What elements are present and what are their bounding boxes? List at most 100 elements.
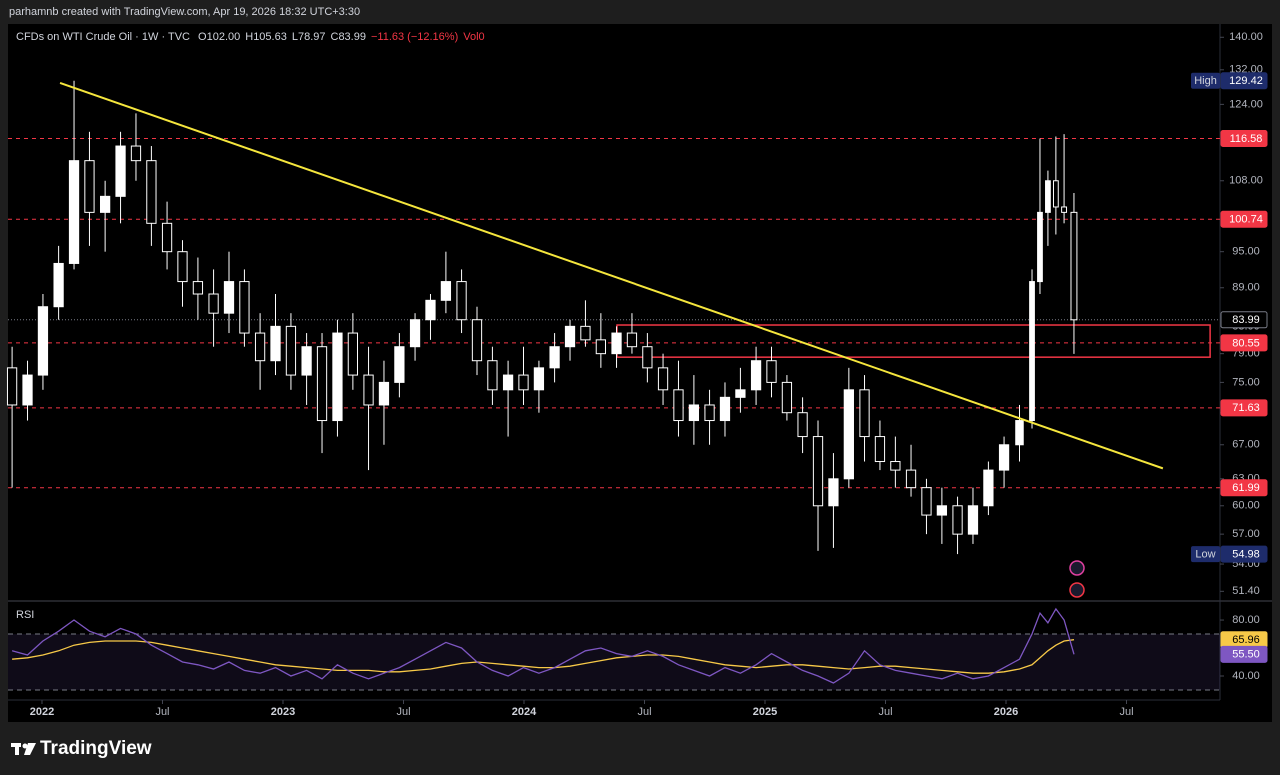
candle-body [921, 487, 932, 516]
candle-body [952, 505, 963, 535]
candle-body [657, 367, 669, 391]
level-label-box [1220, 479, 1268, 497]
candle-body [1029, 281, 1035, 422]
level-label: 116.58 [1230, 133, 1263, 145]
x-tick-label: 2024 [512, 706, 537, 718]
candle-body [998, 444, 1010, 471]
candle-body [688, 404, 700, 422]
candle-body [84, 160, 95, 213]
x-tick-label: Jul [1119, 706, 1133, 718]
legend-value: H105.63 [245, 31, 287, 43]
candle-body [1015, 420, 1024, 446]
candle-body [626, 332, 638, 348]
high-mark-tag: High [1194, 75, 1217, 87]
footer-logo [11, 743, 36, 755]
candles [6, 80, 1078, 555]
candle-body [564, 325, 576, 348]
high-mark-value: 129.42 [1229, 75, 1263, 87]
event-icon [1069, 560, 1085, 576]
x-tick-label: 2023 [271, 706, 295, 718]
symbol-title: CFDs on WTI Crude Oil · 1W · TVC [16, 31, 190, 43]
y-tick-label: 95.00 [1232, 246, 1260, 258]
candle-body [270, 325, 281, 362]
level-label: 71.63 [1232, 402, 1260, 414]
symbol-legend: CFDs on WTI Crude Oil · 1W · TVC O102.00… [16, 31, 490, 43]
candle-body [642, 346, 653, 369]
candle-body [905, 469, 917, 489]
candle-body [440, 281, 452, 301]
candle-body [130, 145, 142, 162]
rsi-band [8, 634, 1220, 691]
last-price-label-box [1220, 311, 1268, 329]
candle-body [37, 306, 49, 376]
candle-body [843, 389, 854, 480]
candle-body [611, 332, 622, 355]
x-tick-label: Jul [396, 706, 410, 718]
legend-value: C83.99 [330, 31, 366, 43]
y-tick-label: 51.40 [1232, 585, 1260, 597]
candle-body [177, 251, 188, 283]
chart-background [8, 24, 1272, 722]
rsi-ma-label: 65.96 [1232, 634, 1260, 646]
footer-brand: TradingView [40, 738, 152, 759]
level-label: 61.99 [1232, 482, 1260, 494]
candle-body [316, 346, 328, 422]
candle-body [719, 396, 731, 422]
candle-body [332, 332, 343, 422]
candle-body [983, 469, 994, 507]
y-tick-label: 140.00 [1229, 31, 1263, 43]
candle-body [533, 367, 545, 391]
candle-body [890, 461, 901, 471]
candle-body [812, 436, 824, 507]
candle-body [301, 346, 312, 376]
candle-body [22, 374, 33, 406]
high-mark-value-box [1220, 72, 1268, 90]
logo-part [22, 743, 28, 749]
y-tick-label: 67.00 [1232, 439, 1260, 451]
legend-value: L78.97 [291, 31, 326, 43]
level-label: 100.74 [1229, 214, 1263, 226]
y-tick-label: 60.00 [1232, 500, 1260, 512]
candle-body [518, 374, 529, 391]
legend-value: Vol0 [463, 31, 485, 43]
legend-value: O102.00 [198, 31, 241, 43]
candle-body [456, 281, 467, 321]
candle-body [6, 367, 18, 406]
candle-body [53, 262, 64, 308]
x-tick-label: 2025 [753, 706, 777, 718]
candle-body [828, 478, 839, 507]
candle-body [239, 281, 250, 334]
legend-value: −11.63 (−12.16%) [370, 31, 459, 43]
candle-body [704, 404, 715, 422]
candle-body [1052, 180, 1059, 208]
candle-body [363, 374, 374, 406]
rsi-ma-line [12, 639, 1075, 674]
candle-body [425, 299, 436, 321]
candle-body [68, 160, 80, 264]
x-tick-label: 2026 [994, 706, 1018, 718]
candle-body [161, 222, 173, 253]
candle-body [223, 281, 235, 314]
candle-body [549, 346, 560, 369]
candle-body [859, 389, 870, 438]
candle-body [1070, 211, 1078, 321]
high-mark-tag-box [1191, 72, 1220, 89]
candle-body [99, 195, 111, 213]
candle-body [285, 325, 297, 376]
credit: parhamnb created with TradingView.com, A… [9, 6, 361, 18]
candle-body [409, 319, 421, 348]
candle-body [471, 319, 483, 362]
candle-body [797, 412, 808, 438]
candle-body [192, 281, 204, 295]
candle-body [502, 374, 514, 391]
low-mark-tag: Low [1195, 549, 1215, 561]
level-label-box [1220, 399, 1268, 417]
y-tick-label: 124.00 [1229, 98, 1263, 110]
rsi-y-tick-label: 80.00 [1232, 614, 1260, 626]
x-tick-label: 2022 [30, 706, 54, 718]
low-mark-tag-box [1191, 546, 1220, 563]
y-tick-label: 89.00 [1232, 282, 1260, 294]
candle-body [1061, 206, 1068, 213]
candle-body [580, 325, 591, 341]
